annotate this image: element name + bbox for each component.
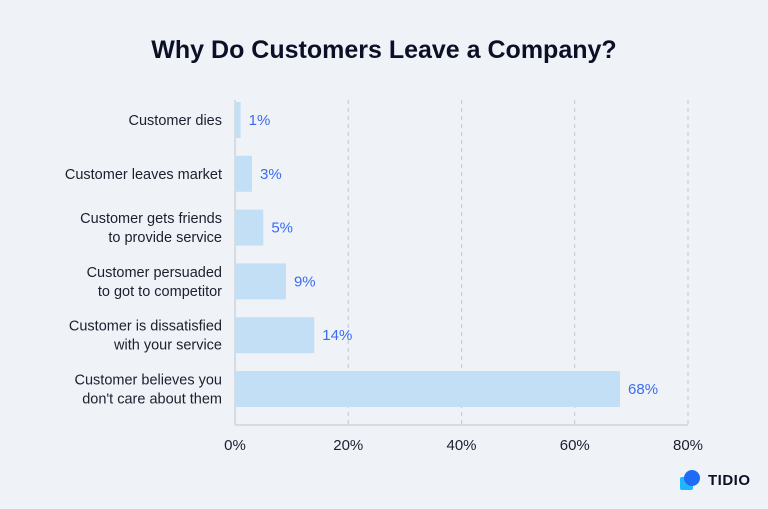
value-label: 3% — [260, 166, 282, 183]
category-label: don't care about them — [82, 392, 222, 408]
value-label: 68% — [628, 381, 658, 398]
tidio-logo-icon — [680, 470, 700, 490]
bar — [236, 209, 264, 246]
bar — [236, 263, 286, 300]
category-label: Customer leaves market — [65, 167, 222, 183]
value-label: 1% — [249, 112, 271, 129]
category-label: Customer persuaded — [87, 265, 222, 281]
category-label: Customer dies — [129, 113, 222, 129]
category-label: Customer is dissatisfied — [69, 319, 222, 335]
category-label: with your service — [113, 338, 222, 354]
x-tick-label: 0% — [224, 437, 246, 454]
tidio-logo: TIDIO — [680, 470, 751, 490]
bar — [236, 155, 252, 192]
brand-name: TIDIO — [708, 471, 751, 489]
category-label: Customer believes you — [75, 373, 223, 389]
x-tick-label: 60% — [560, 437, 590, 454]
category-label: to provide service — [108, 230, 222, 246]
x-tick-label: 80% — [673, 437, 703, 454]
value-label: 5% — [271, 220, 293, 237]
value-label: 14% — [322, 327, 352, 344]
chart-title: Why Do Customers Leave a Company? — [151, 36, 617, 64]
bar — [236, 317, 315, 354]
x-tick-label: 40% — [446, 437, 476, 454]
category-label: Customer gets friends — [80, 211, 222, 227]
value-label: 9% — [294, 273, 316, 290]
category-label: to got to competitor — [98, 284, 222, 300]
bar — [236, 102, 241, 138]
x-tick-label: 20% — [333, 437, 363, 454]
bar — [236, 371, 621, 407]
